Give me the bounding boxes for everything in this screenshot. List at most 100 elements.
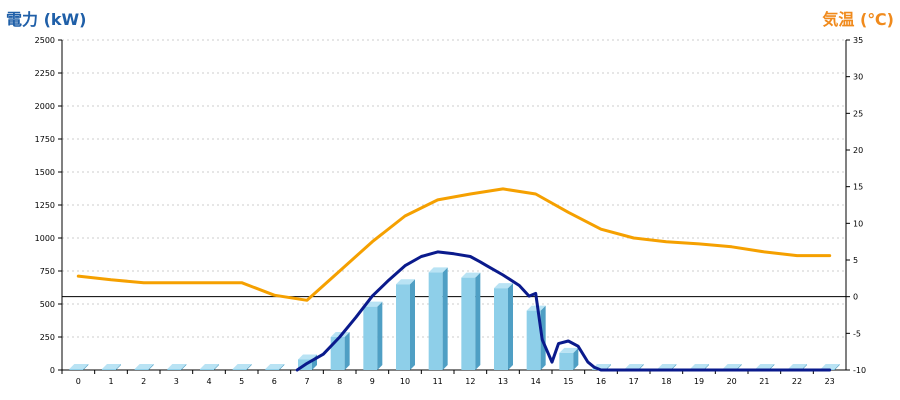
bar [363, 306, 378, 370]
right-tick-label: -10 [853, 366, 866, 375]
temperature-line [76, 187, 832, 302]
x-tick-label: 11 [433, 377, 443, 386]
left-tick-label: 2250 [35, 69, 55, 78]
left-tick-label: 250 [40, 333, 55, 342]
bar-top [69, 364, 89, 369]
x-tick-label: 23 [825, 377, 835, 386]
x-tick-label: 14 [531, 377, 541, 386]
right-tick-label: -5 [853, 329, 861, 338]
bar-top [134, 364, 154, 369]
left-tick-label: 1750 [35, 135, 55, 144]
bar-top [461, 272, 481, 278]
power-line [295, 250, 832, 372]
bar [232, 369, 247, 370]
x-tick-label: 4 [206, 377, 211, 386]
x-tick-label: 7 [304, 377, 309, 386]
x-tick-label: 3 [174, 377, 179, 386]
bar-side [148, 364, 154, 370]
right-tick-label: 5 [853, 256, 858, 265]
right-tick-label: 15 [853, 183, 863, 192]
x-tick-label: 0 [76, 377, 81, 386]
left-tick-label: 1500 [35, 168, 55, 177]
right-tick-label: 30 [853, 73, 863, 82]
x-tick-label: 22 [792, 377, 802, 386]
bar-top [396, 279, 415, 285]
x-tick-label: 15 [563, 377, 573, 386]
left-tick-label: 2000 [35, 102, 55, 111]
x-tick-label: 13 [498, 377, 508, 386]
bar-side [181, 364, 187, 370]
left-tick-label: 1000 [35, 234, 55, 243]
bar-top [755, 364, 775, 369]
bar-top [657, 364, 677, 369]
bar-side [475, 272, 481, 370]
bar [330, 337, 345, 370]
bar [200, 369, 214, 370]
bar [559, 352, 574, 370]
bar [461, 277, 476, 370]
bar [69, 369, 84, 370]
x-tick-label: 8 [337, 377, 342, 386]
bar [102, 369, 116, 370]
bar [428, 272, 443, 370]
bar-top [232, 364, 252, 369]
bar-top [167, 364, 187, 369]
bar [265, 369, 280, 370]
bar-top [494, 283, 513, 289]
x-tick-label: 17 [629, 377, 639, 386]
left-tick-label: 1250 [35, 201, 55, 210]
x-tick-label: 2 [141, 377, 146, 386]
right-axis-title: 気温 (℃) [822, 10, 894, 29]
bar-side [246, 364, 252, 370]
x-tick-label: 18 [661, 377, 671, 386]
bar-side [344, 332, 350, 370]
bar-top [690, 364, 709, 369]
right-tick-label: 20 [853, 146, 863, 155]
x-tick-label: 16 [596, 377, 606, 386]
left-tick-label: 500 [40, 300, 55, 309]
bar-side [410, 279, 415, 370]
x-tick-label: 10 [400, 377, 410, 386]
x-tick-label: 12 [465, 377, 475, 386]
right-tick-label: 35 [853, 36, 863, 45]
left-tick-label: 2500 [35, 36, 55, 45]
x-tick-label: 6 [272, 377, 277, 386]
bar-side [834, 364, 840, 370]
bar-top [559, 347, 579, 353]
x-tick-label: 5 [239, 377, 244, 386]
x-tick-label: 9 [370, 377, 375, 386]
bar-side [116, 364, 121, 370]
bar-side [573, 347, 579, 370]
left-axis-title: 電力 (kW) [6, 10, 87, 29]
bar-top [298, 354, 317, 360]
bar-side [83, 364, 89, 370]
bar-top [820, 364, 840, 369]
bar-side [279, 364, 285, 370]
right-tick-label: 10 [853, 219, 863, 228]
bar-top [102, 364, 121, 369]
left-tick-label: 750 [40, 267, 55, 276]
bar [494, 288, 508, 370]
x-tick-label: 1 [108, 377, 113, 386]
bar-top [624, 364, 644, 369]
x-tick-label: 20 [727, 377, 737, 386]
bar-top [788, 364, 807, 369]
bar-top [428, 267, 448, 273]
bar [167, 369, 182, 370]
bar [134, 369, 149, 370]
bar-top [200, 364, 219, 369]
x-tick-label: 19 [694, 377, 704, 386]
x-tick-label: 21 [759, 377, 769, 386]
bar-top [722, 364, 742, 369]
bar [526, 310, 541, 370]
bar-top [265, 364, 285, 369]
right-tick-label: 25 [853, 109, 863, 118]
bar-top [526, 305, 546, 311]
right-tick-label: 0 [853, 293, 858, 302]
bar-side [508, 283, 513, 370]
bar-side [442, 267, 448, 370]
bar [396, 284, 410, 370]
bar-side [214, 364, 219, 370]
bar-side [377, 301, 383, 370]
